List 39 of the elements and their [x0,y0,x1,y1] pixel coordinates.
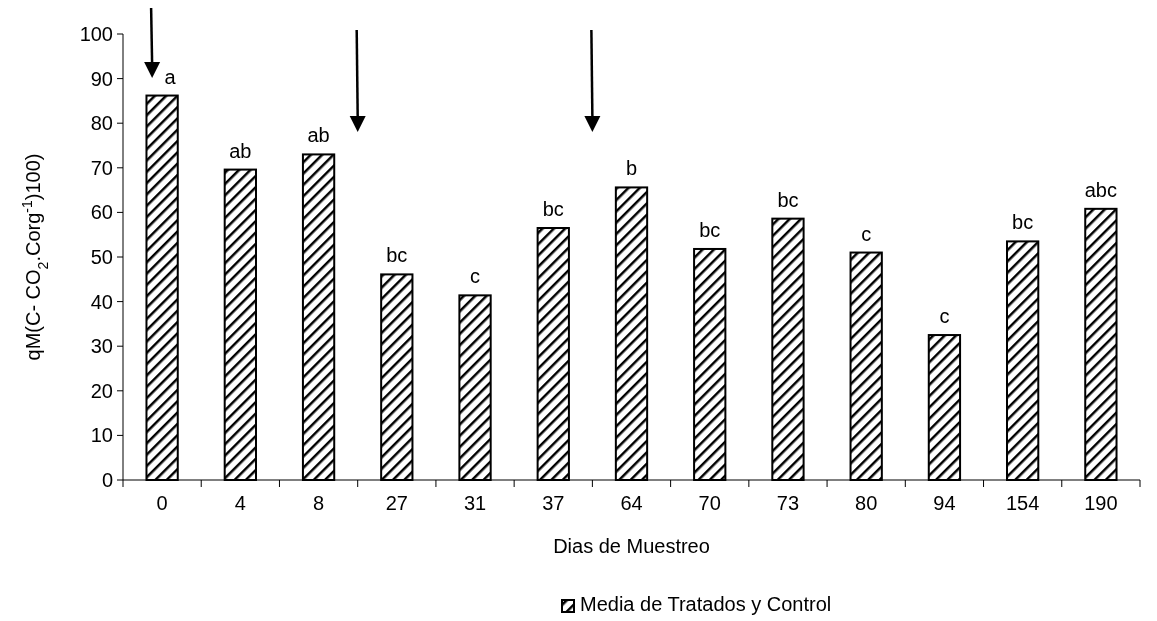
y-tick-label: 60 [90,201,113,224]
y-tick-label: 10 [90,424,113,447]
data-label: ab [307,124,330,147]
data-label: bc [1012,211,1034,234]
x-tick-label: 154 [1005,492,1040,514]
y-tick-label: 0 [101,469,113,491]
data-label: a [164,65,177,88]
x-tick-label: 0 [156,492,168,514]
data-label: abc [1084,178,1118,201]
data-label: b [625,157,638,180]
data-label: bc [386,244,408,267]
x-tick-label: 190 [1084,492,1118,514]
data-label: ab [229,139,252,162]
y-tick-label: 20 [90,379,113,402]
x-tick-label: 27 [385,492,408,514]
y-tick-label: 70 [90,156,113,179]
data-label: bc [777,188,799,211]
x-tick-label: 64 [620,492,643,514]
y-tick-label: 40 [90,290,113,313]
y-tick-label: 80 [90,112,113,135]
x-tick-label: 70 [698,492,721,514]
y-tick-label: 90 [90,67,113,90]
y-tick-label: 50 [90,246,113,268]
x-axis-title: Dias de Muestreo [553,535,710,557]
x-tick-label: 37 [542,492,565,514]
x-tick-label: 80 [855,492,878,514]
y-tick-label: 100 [79,23,113,45]
x-tick-label: 31 [463,492,487,514]
data-label: bc [699,218,721,241]
y-tick-label: 30 [90,335,113,358]
x-tick-label: 4 [234,492,246,514]
x-tick-label: 8 [313,492,325,514]
data-label: c [861,222,872,245]
data-label: bc [542,198,564,221]
data-label: c [470,265,481,288]
legend-label: Media de Tratados y Control [580,593,832,615]
x-tick-label: 73 [776,492,800,514]
x-tick-label: 94 [933,492,956,514]
data-label: c [939,305,950,328]
